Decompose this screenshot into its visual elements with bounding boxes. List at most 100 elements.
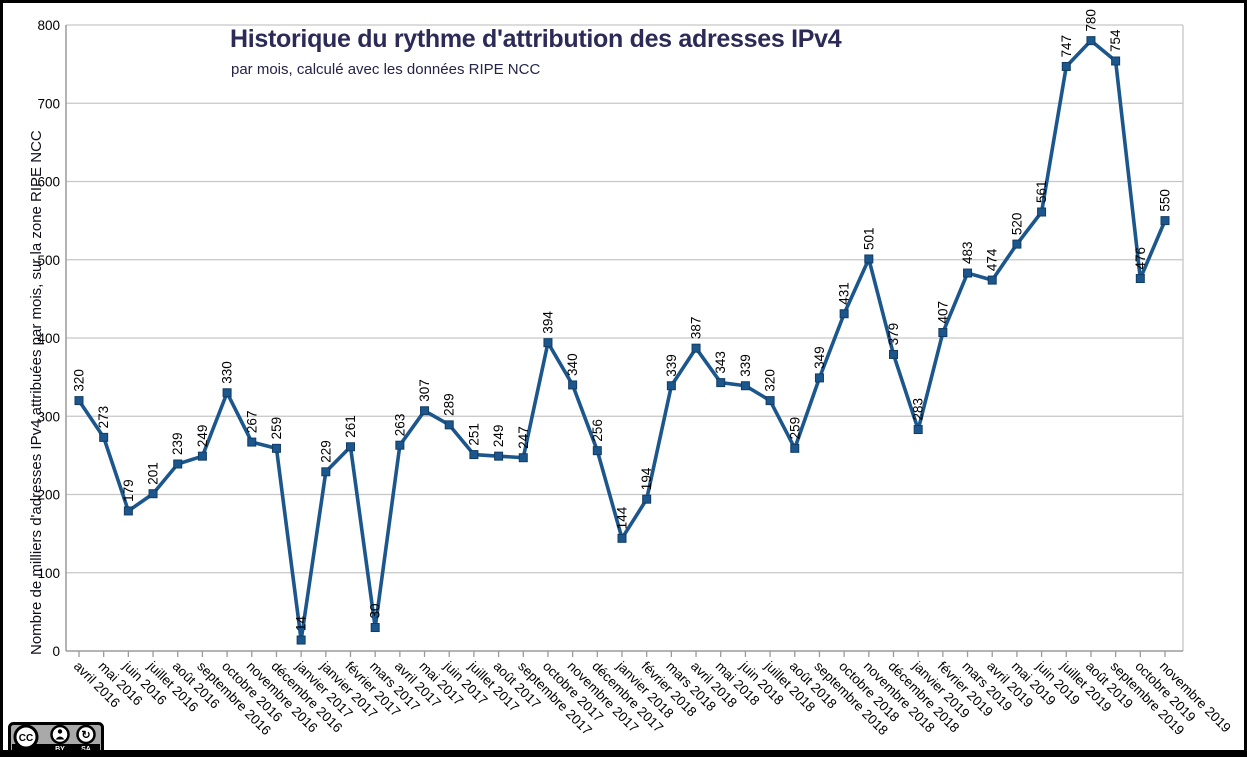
cc-by-sa-badge[interactable]: CC ↻ BY SA xyxy=(8,722,104,755)
data-point-label: 431 xyxy=(837,282,852,305)
data-point-label: 320 xyxy=(72,369,87,392)
by-person-icon xyxy=(50,724,70,745)
data-point-label: 259 xyxy=(787,417,802,440)
data-point-label: 283 xyxy=(911,398,926,421)
data-point-label: 330 xyxy=(220,361,235,384)
data-point-label: 780 xyxy=(1083,9,1098,32)
data-point xyxy=(617,533,627,543)
cc-icon: CC xyxy=(13,724,39,750)
data-point-label: 144 xyxy=(615,506,630,529)
data-point-label: 754 xyxy=(1108,29,1123,52)
data-point-label: 267 xyxy=(244,411,259,434)
data-point-label: 194 xyxy=(639,467,654,490)
y-tick-label: 800 xyxy=(37,18,60,33)
data-point xyxy=(74,396,84,406)
data-point xyxy=(938,328,948,338)
data-point-label: 483 xyxy=(960,242,975,265)
data-point-label: 339 xyxy=(738,354,753,377)
data-point-label: 340 xyxy=(565,353,580,376)
y-tick-label: 500 xyxy=(37,253,60,268)
data-point xyxy=(889,349,898,359)
data-point-label: 501 xyxy=(861,227,876,250)
data-point xyxy=(1037,207,1047,217)
data-point-label: 394 xyxy=(540,311,555,334)
data-point xyxy=(913,425,923,435)
data-point xyxy=(1012,239,1022,249)
data-point xyxy=(271,443,281,453)
data-point xyxy=(173,459,183,469)
data-point-label: 261 xyxy=(343,415,358,438)
data-point xyxy=(790,443,800,453)
data-point xyxy=(1160,216,1170,226)
data-point xyxy=(420,406,430,416)
data-point-label: 289 xyxy=(442,393,457,416)
y-tick-label: 300 xyxy=(37,409,60,424)
data-point xyxy=(1061,61,1071,71)
data-point xyxy=(568,380,578,390)
data-point xyxy=(1111,56,1121,66)
data-point-label: 251 xyxy=(466,423,481,446)
data-point xyxy=(543,338,553,348)
data-point-label: 14 xyxy=(294,616,309,632)
data-point-label: 30 xyxy=(368,603,383,618)
data-point-label: 320 xyxy=(763,369,778,392)
data-point-label: 307 xyxy=(417,379,432,402)
data-point xyxy=(148,489,158,499)
data-point xyxy=(99,432,109,442)
badge-label-strip xyxy=(12,744,100,750)
data-point xyxy=(987,275,997,285)
data-point xyxy=(864,254,874,264)
data-point-label: 256 xyxy=(590,419,605,442)
data-point xyxy=(642,494,652,504)
data-point xyxy=(346,442,355,452)
data-point-label: 339 xyxy=(664,354,679,377)
data-point-label: 259 xyxy=(269,417,284,440)
data-point xyxy=(296,635,306,645)
data-point-label: 407 xyxy=(935,301,950,324)
y-axis-title: Nombre de milliers d'adresses IPv4 attri… xyxy=(28,130,45,655)
data-point xyxy=(222,388,232,398)
data-point-label: 747 xyxy=(1059,35,1074,58)
svg-text:↻: ↻ xyxy=(81,730,90,742)
data-point-label: 476 xyxy=(1133,247,1148,270)
data-point-label: 343 xyxy=(713,351,728,374)
data-point-label: 249 xyxy=(491,425,506,448)
data-point xyxy=(123,506,133,516)
data-point-label: 550 xyxy=(1158,189,1173,212)
data-point-label: 561 xyxy=(1034,180,1049,203)
y-tick-label: 400 xyxy=(37,331,60,346)
y-tick-label: 200 xyxy=(37,488,60,503)
data-point xyxy=(740,381,750,391)
data-point-label: 263 xyxy=(392,414,407,437)
data-point-label: 273 xyxy=(96,406,111,429)
data-point xyxy=(1086,36,1096,46)
data-point-label: 249 xyxy=(195,425,210,448)
data-point xyxy=(469,450,479,460)
data-point-label: 349 xyxy=(812,346,827,369)
data-point xyxy=(518,453,528,463)
data-point-label: 379 xyxy=(886,323,901,346)
data-point xyxy=(247,437,257,447)
data-point-label: 179 xyxy=(121,479,136,502)
data-point xyxy=(814,373,824,383)
data-point xyxy=(592,446,602,456)
data-point-label: 201 xyxy=(146,462,161,485)
sa-arrow-icon: ↻ xyxy=(76,724,96,745)
data-point xyxy=(444,420,454,430)
data-point xyxy=(666,381,676,391)
data-point xyxy=(321,467,331,477)
data-point-label: 474 xyxy=(985,248,1000,271)
data-point xyxy=(691,343,701,353)
line-chart-canvas: 0 100 200 300 400 500 600 700 800 320 273 179 201 239… xyxy=(37,9,1233,738)
data-point xyxy=(839,309,849,319)
data-point-label: 229 xyxy=(318,440,333,463)
data-point-label: 247 xyxy=(516,426,531,449)
y-tick-label: 600 xyxy=(37,175,60,190)
page-title: Historique du rythme d'attribution des a… xyxy=(230,25,842,53)
data-point-label: 239 xyxy=(170,432,185,455)
data-point xyxy=(765,396,775,406)
data-point xyxy=(963,268,973,278)
sa-label: SA xyxy=(81,746,91,753)
data-point-label: 387 xyxy=(689,317,704,340)
